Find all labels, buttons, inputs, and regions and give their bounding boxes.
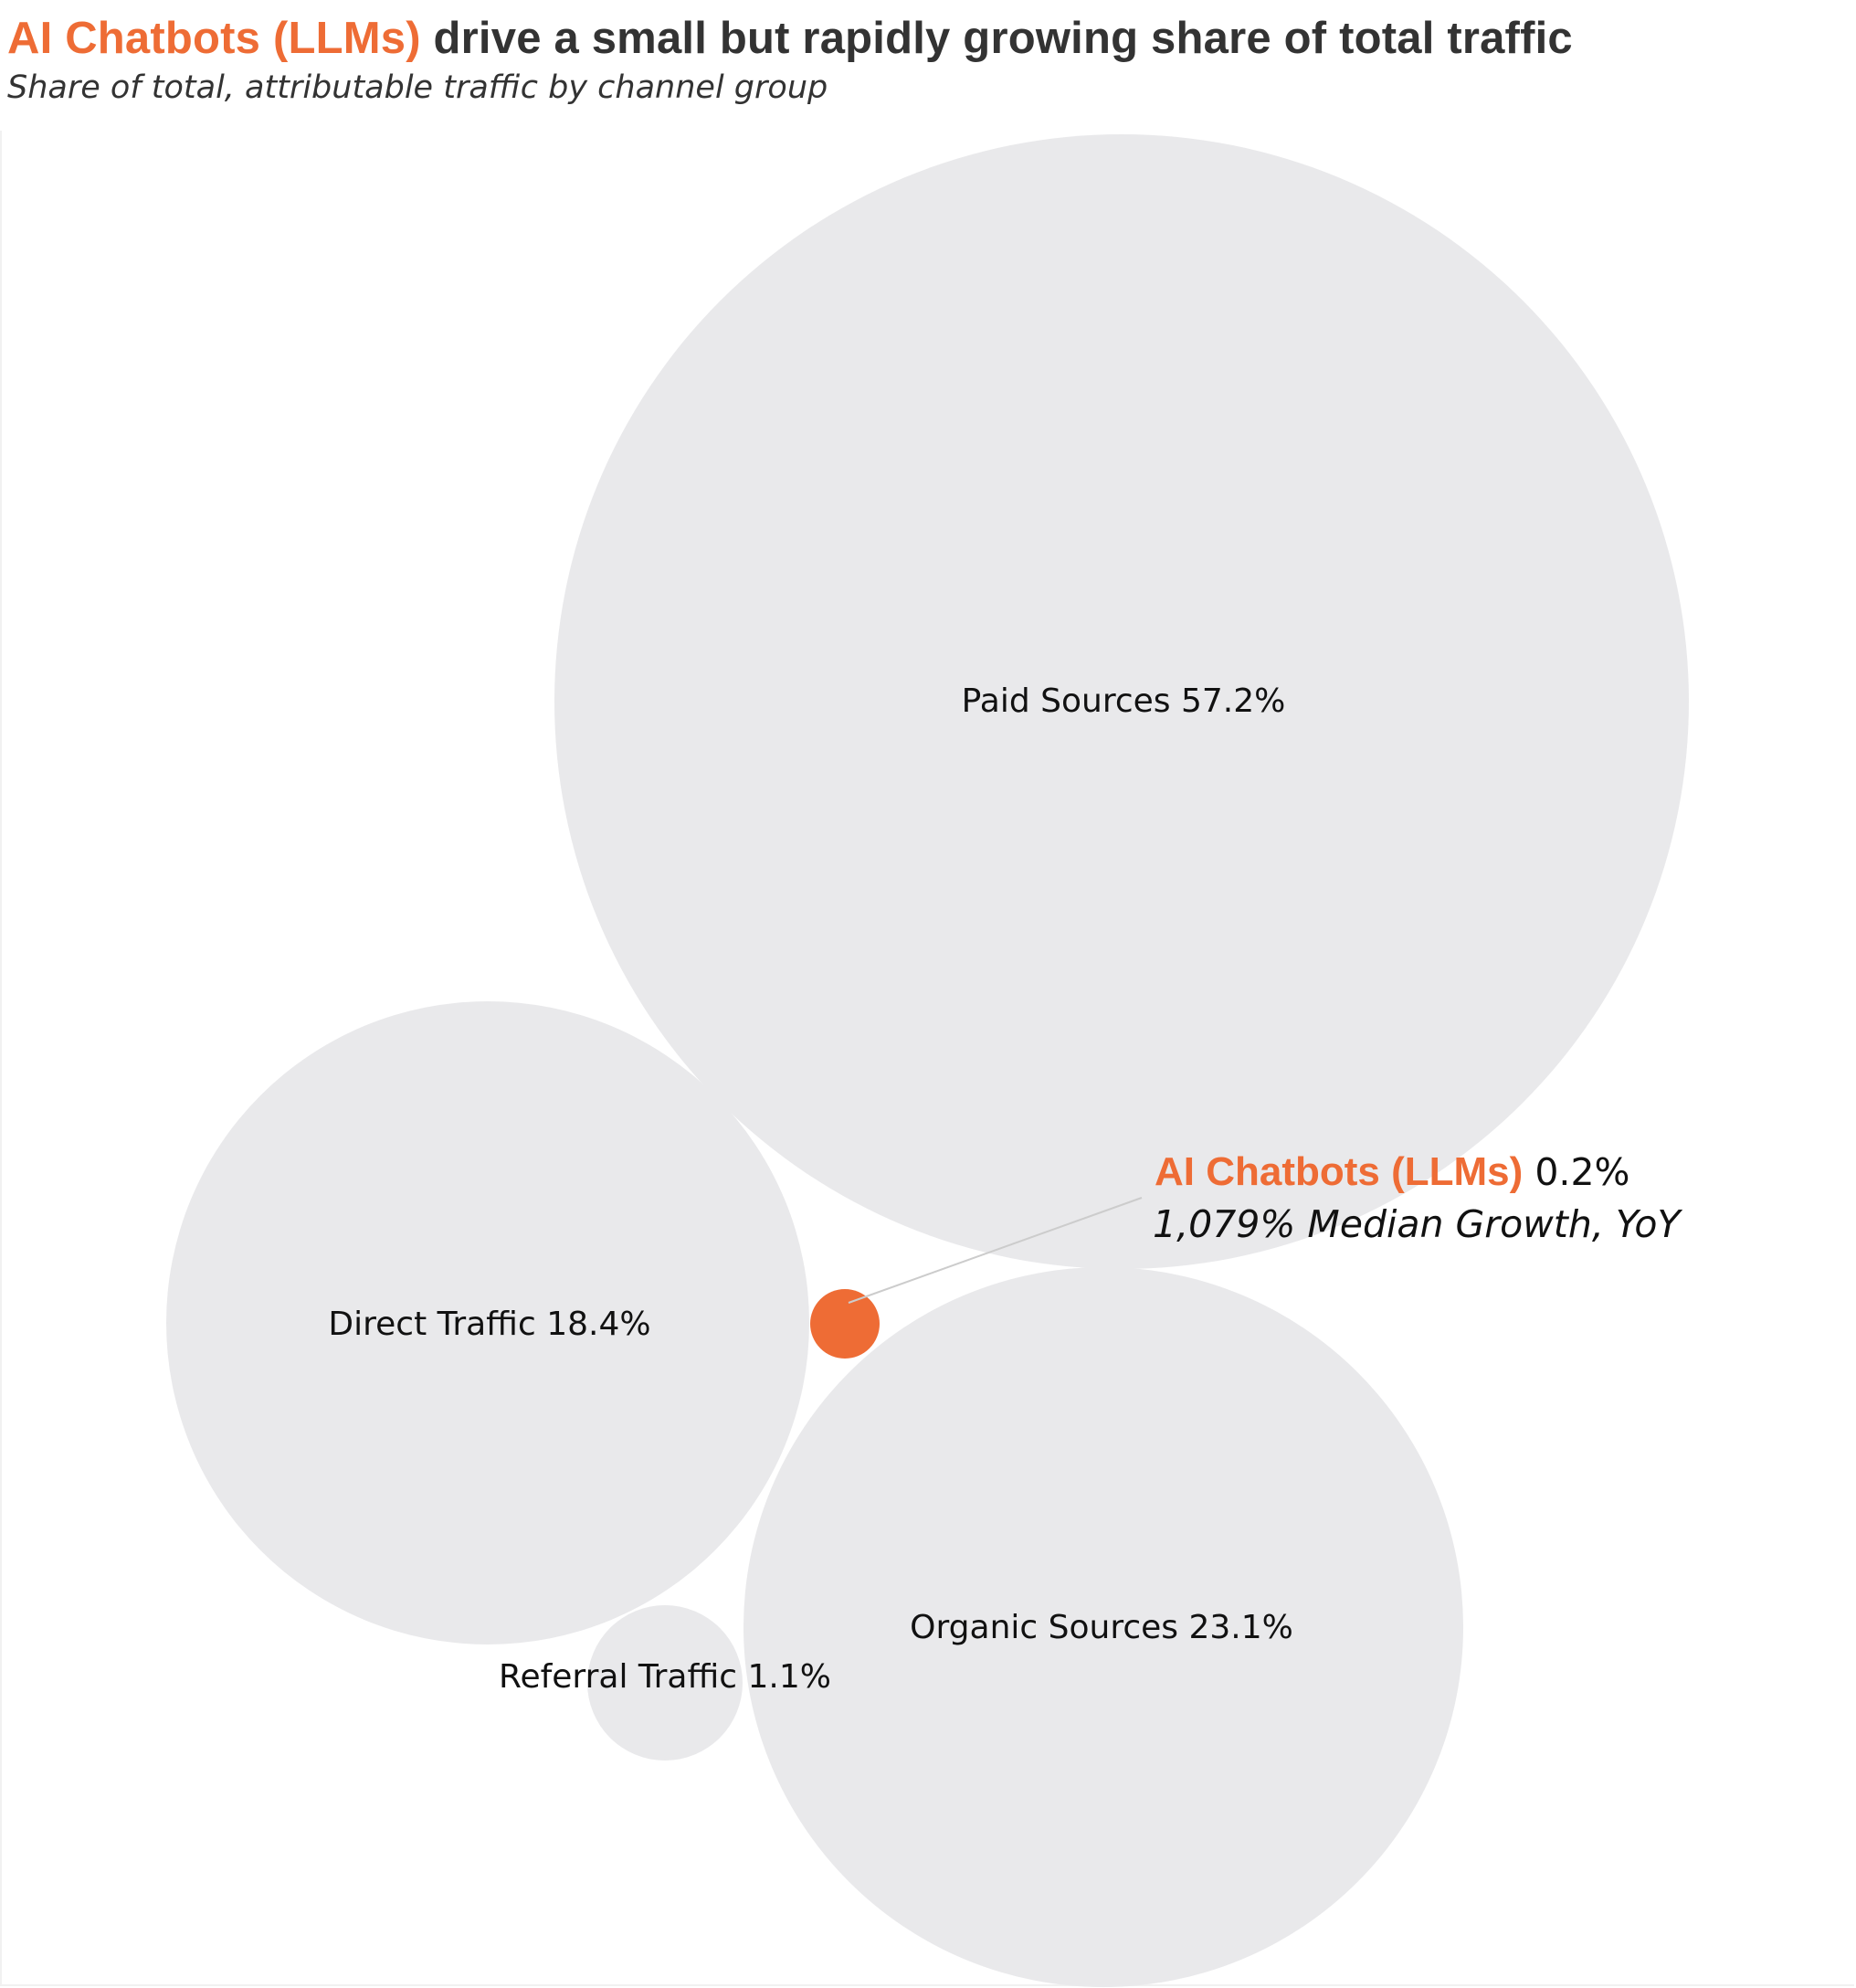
callout-growth-note: 1,079% Median Growth, YoY xyxy=(1153,1202,1683,1246)
callout-leader-line xyxy=(848,1197,1143,1304)
label-direct-traffic: Direct Traffic 18.4% xyxy=(328,1306,650,1343)
chart-title: AI Chatbots (LLMs) drive a small but rap… xyxy=(7,13,1573,64)
callout-value: 0.2% xyxy=(1523,1150,1629,1194)
bubble-referral-traffic[interactable] xyxy=(587,1605,743,1761)
callout-name: AI Chatbots (LLMs) xyxy=(1155,1149,1523,1194)
label-paid-sources: Paid Sources 57.2% xyxy=(962,682,1286,720)
bubble-organic-sources[interactable] xyxy=(743,1267,1463,1987)
label-referral-traffic: Referral Traffic 1.1% xyxy=(499,1658,831,1696)
callout-line-1: AI Chatbots (LLMs) 0.2% xyxy=(1155,1149,1630,1194)
bubble-paid-sources[interactable] xyxy=(554,134,1689,1269)
bubble-ai-chatbots[interactable] xyxy=(810,1289,880,1359)
label-organic-sources: Organic Sources 23.1% xyxy=(910,1609,1293,1646)
chart-title-rest: drive a small but rapidly growing share … xyxy=(420,14,1573,63)
plot-frame xyxy=(0,131,1854,1986)
chart-title-highlight: AI Chatbots (LLMs) xyxy=(7,14,421,63)
chart-subtitle: Share of total, attributable traffic by … xyxy=(7,69,828,106)
bubble-direct-traffic[interactable] xyxy=(166,1001,809,1644)
